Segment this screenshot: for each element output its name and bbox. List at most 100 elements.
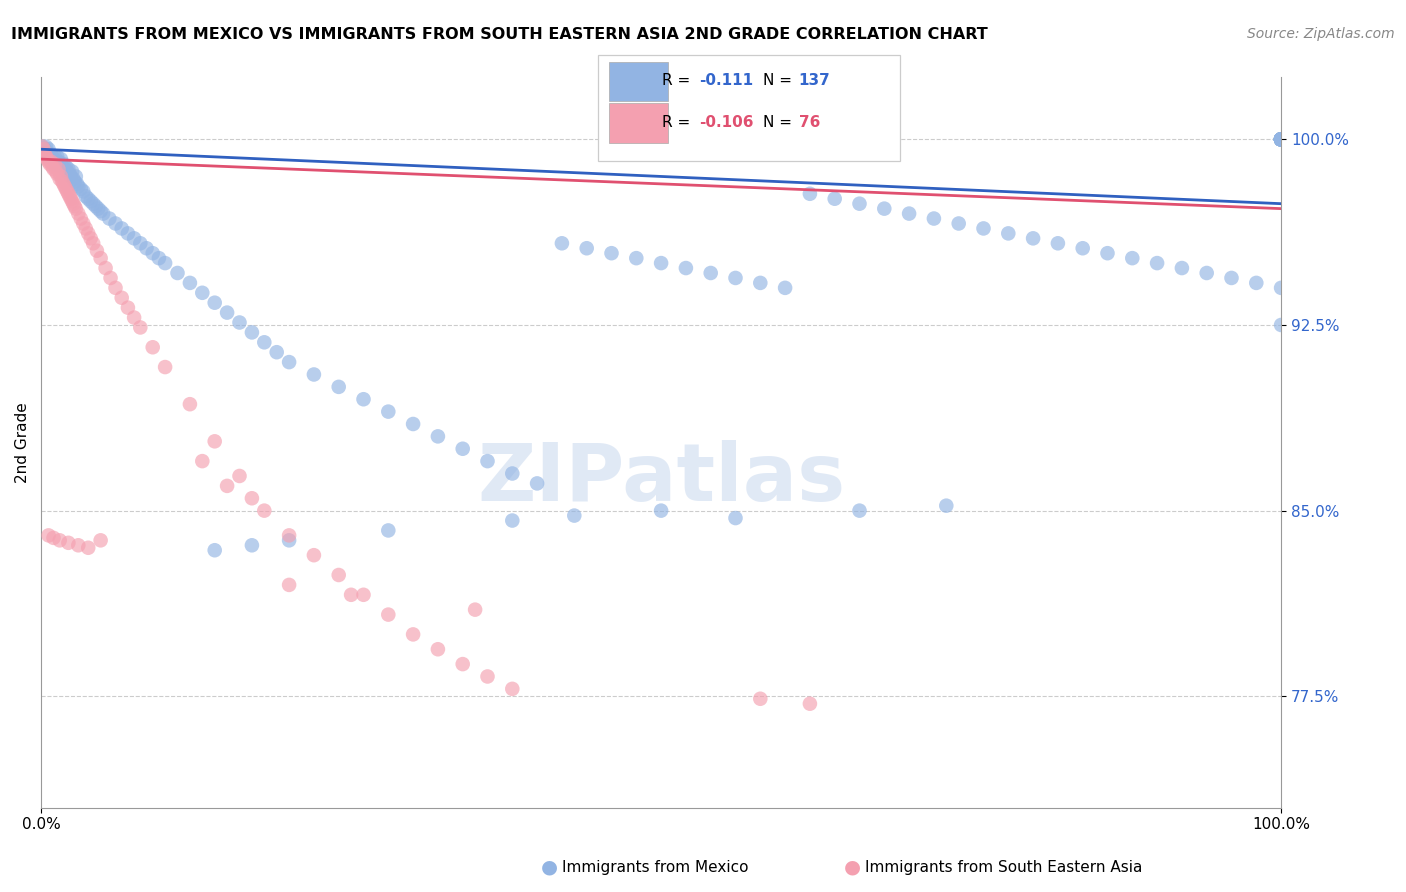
Point bbox=[75, 189, 97, 203]
Point bbox=[191, 454, 214, 468]
Point bbox=[111, 221, 134, 235]
Point bbox=[562, 508, 585, 523]
Point bbox=[240, 538, 263, 552]
Point bbox=[204, 295, 226, 310]
Point bbox=[501, 467, 523, 481]
Point bbox=[1270, 132, 1292, 146]
Point bbox=[1097, 246, 1119, 260]
Point bbox=[191, 285, 214, 300]
Point bbox=[41, 160, 63, 174]
Point bbox=[48, 157, 70, 171]
Point bbox=[84, 199, 107, 213]
Text: ●: ● bbox=[844, 857, 860, 877]
Text: Immigrants from Mexico: Immigrants from Mexico bbox=[562, 860, 749, 874]
Point bbox=[1270, 132, 1292, 146]
Point bbox=[42, 531, 65, 545]
Point bbox=[49, 169, 72, 184]
Point bbox=[1246, 276, 1268, 290]
Point bbox=[1270, 132, 1292, 146]
Point bbox=[278, 578, 301, 592]
Point bbox=[551, 236, 574, 251]
Point bbox=[60, 194, 83, 209]
Point bbox=[67, 206, 90, 220]
Point bbox=[650, 256, 672, 270]
Point bbox=[80, 194, 103, 209]
Point bbox=[117, 301, 139, 315]
Point bbox=[1121, 251, 1143, 265]
Point bbox=[122, 231, 145, 245]
Point bbox=[72, 184, 94, 198]
Point bbox=[501, 681, 523, 696]
Point bbox=[48, 154, 70, 169]
Point bbox=[724, 271, 747, 285]
Text: 76: 76 bbox=[799, 115, 820, 129]
Text: N =: N = bbox=[763, 73, 797, 87]
Point bbox=[148, 251, 170, 265]
Point bbox=[848, 196, 870, 211]
Point bbox=[41, 150, 63, 164]
Point bbox=[51, 160, 73, 174]
Point bbox=[59, 192, 82, 206]
Point bbox=[31, 140, 53, 154]
Point bbox=[1270, 132, 1292, 146]
Point bbox=[464, 602, 486, 616]
Y-axis label: 2nd Grade: 2nd Grade bbox=[15, 402, 30, 483]
Point bbox=[773, 281, 796, 295]
Text: R =: R = bbox=[662, 73, 696, 87]
Point bbox=[37, 147, 59, 161]
Point bbox=[179, 397, 201, 411]
Text: ZIPatlas: ZIPatlas bbox=[477, 440, 845, 518]
Point bbox=[922, 211, 945, 226]
Point bbox=[477, 454, 499, 468]
Point bbox=[600, 246, 623, 260]
Point bbox=[749, 691, 772, 706]
Point bbox=[626, 251, 648, 265]
Point bbox=[72, 217, 94, 231]
Point bbox=[575, 241, 598, 255]
Point bbox=[53, 161, 76, 176]
Point bbox=[52, 157, 75, 171]
Point bbox=[142, 246, 165, 260]
Point bbox=[1270, 132, 1292, 146]
Point bbox=[94, 260, 117, 275]
Point bbox=[253, 503, 276, 517]
Point bbox=[42, 152, 65, 166]
Point bbox=[35, 150, 58, 164]
Point bbox=[228, 469, 250, 483]
Point bbox=[278, 355, 301, 369]
Point bbox=[59, 167, 82, 181]
Point bbox=[377, 607, 399, 622]
Point bbox=[87, 202, 110, 216]
Point bbox=[90, 533, 112, 548]
Point bbox=[75, 221, 97, 235]
Point bbox=[153, 360, 176, 375]
Point bbox=[90, 251, 112, 265]
Point bbox=[377, 524, 399, 538]
Point bbox=[86, 244, 108, 258]
Point bbox=[77, 227, 100, 241]
Point bbox=[104, 217, 127, 231]
Point bbox=[58, 536, 80, 550]
Point bbox=[59, 169, 82, 184]
Point bbox=[65, 202, 87, 216]
Point bbox=[1270, 132, 1292, 146]
Point bbox=[217, 305, 239, 319]
Point bbox=[37, 152, 59, 166]
Point bbox=[1270, 132, 1292, 146]
Point bbox=[60, 164, 83, 178]
Point bbox=[38, 154, 60, 169]
Point bbox=[1270, 132, 1292, 146]
Point bbox=[52, 177, 75, 191]
Point bbox=[39, 154, 62, 169]
Point bbox=[98, 211, 121, 226]
Point bbox=[328, 568, 350, 582]
Point bbox=[1270, 132, 1292, 146]
Point bbox=[49, 152, 72, 166]
Point bbox=[1270, 132, 1292, 146]
Point bbox=[67, 538, 90, 552]
Point bbox=[1270, 132, 1292, 146]
Point bbox=[1270, 132, 1292, 146]
Point bbox=[1171, 260, 1194, 275]
Point bbox=[38, 528, 60, 542]
Point bbox=[451, 442, 474, 456]
